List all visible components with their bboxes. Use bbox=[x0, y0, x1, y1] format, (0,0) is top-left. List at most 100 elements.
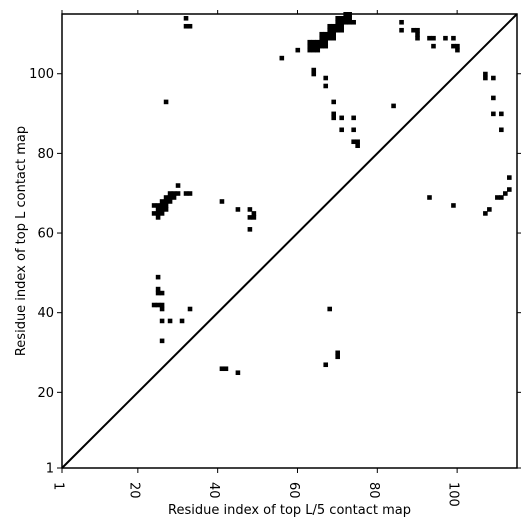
contact-point bbox=[223, 366, 229, 372]
diagonal-line bbox=[61, 13, 518, 469]
contact-point bbox=[323, 31, 329, 37]
contact-point bbox=[335, 23, 340, 29]
contact-point bbox=[411, 27, 416, 33]
contact-point bbox=[335, 15, 340, 21]
contact-point bbox=[507, 175, 512, 180]
contact-point bbox=[159, 211, 165, 216]
contact-point bbox=[347, 19, 352, 25]
contact-point bbox=[279, 55, 285, 61]
contact-point bbox=[499, 111, 504, 117]
contact-point bbox=[155, 286, 161, 292]
contact-point bbox=[235, 370, 241, 376]
contact-point bbox=[427, 35, 432, 41]
y-axis-label: Residue index of top L contact map bbox=[14, 126, 29, 356]
contact-point bbox=[159, 338, 165, 344]
contact-point bbox=[167, 199, 173, 204]
contact-point bbox=[159, 199, 165, 204]
contact-point bbox=[319, 43, 325, 49]
contact-point bbox=[335, 350, 340, 356]
contact-point bbox=[415, 27, 420, 33]
contact-point bbox=[351, 115, 356, 121]
contact-point bbox=[507, 187, 512, 192]
contact-point bbox=[219, 366, 225, 372]
plot-frame bbox=[61, 13, 518, 469]
contact-point bbox=[451, 35, 456, 41]
contact-point bbox=[155, 274, 161, 280]
contact-point bbox=[499, 195, 504, 200]
contact-point bbox=[311, 67, 317, 73]
contact-point bbox=[399, 27, 404, 33]
contact-point bbox=[323, 39, 329, 45]
contact-point bbox=[483, 211, 488, 216]
contact-point bbox=[319, 31, 325, 37]
contact-point bbox=[155, 215, 161, 220]
contact-point bbox=[499, 127, 504, 133]
contact-point bbox=[331, 111, 336, 117]
contact-point bbox=[327, 23, 333, 29]
contact-point bbox=[167, 195, 173, 200]
contact-point bbox=[455, 43, 460, 49]
contact-point bbox=[315, 47, 321, 53]
contact-point bbox=[455, 47, 460, 53]
contact-point bbox=[335, 19, 340, 25]
contact-point bbox=[171, 191, 177, 196]
contact-point bbox=[451, 43, 456, 49]
contact-point bbox=[183, 23, 189, 29]
y-tick-label: 1 bbox=[46, 462, 54, 477]
contact-point bbox=[187, 23, 193, 29]
plot-area bbox=[61, 12, 518, 469]
contact-point bbox=[159, 207, 165, 212]
contact-point bbox=[331, 35, 336, 41]
contact-point bbox=[315, 39, 321, 45]
contact-point bbox=[483, 75, 488, 81]
contact-point bbox=[503, 191, 508, 196]
y-axis: 1 20 40 60 80 100 bbox=[29, 67, 521, 477]
contact-point bbox=[163, 207, 169, 212]
contact-point bbox=[155, 207, 161, 212]
contact-point bbox=[351, 139, 356, 145]
contact-point bbox=[307, 39, 313, 45]
contact-point bbox=[339, 15, 344, 21]
contact-point bbox=[163, 199, 169, 204]
contact-point bbox=[323, 43, 329, 49]
contact-point bbox=[155, 211, 161, 216]
contact-point bbox=[443, 35, 448, 41]
contact-point bbox=[399, 19, 404, 25]
contact-point bbox=[251, 211, 257, 216]
contact-point bbox=[327, 27, 333, 33]
y-tick-label: 100 bbox=[29, 67, 54, 82]
contact-point bbox=[451, 203, 456, 208]
contact-point bbox=[355, 143, 360, 149]
contact-point bbox=[187, 306, 193, 312]
contact-point bbox=[343, 15, 348, 21]
contact-point bbox=[319, 39, 325, 45]
contact-point bbox=[247, 207, 253, 212]
contact-point bbox=[315, 43, 321, 49]
contact-point bbox=[339, 115, 344, 121]
contact-point bbox=[311, 43, 317, 49]
contact-point bbox=[307, 43, 313, 49]
contact-point bbox=[323, 75, 329, 81]
contact-point bbox=[339, 23, 344, 29]
contact-point bbox=[491, 75, 496, 81]
contact-point bbox=[155, 302, 161, 308]
contact-point bbox=[163, 99, 169, 105]
x-tick-label: 1 bbox=[51, 482, 66, 490]
contact-point bbox=[431, 35, 436, 41]
contact-point bbox=[339, 127, 344, 133]
contact-point bbox=[163, 195, 169, 200]
x-tick-label: 40 bbox=[206, 482, 221, 499]
contact-point bbox=[331, 99, 336, 105]
contact-point bbox=[167, 318, 173, 324]
contact-point bbox=[347, 15, 352, 21]
contact-point bbox=[151, 211, 157, 216]
contact-point bbox=[483, 71, 488, 77]
contact-point bbox=[427, 195, 432, 200]
contact-point bbox=[415, 35, 420, 41]
contact-point bbox=[219, 199, 225, 204]
x-tick-label: 100 bbox=[446, 482, 461, 507]
contact-point bbox=[311, 71, 317, 77]
contact-point bbox=[331, 23, 336, 29]
contact-point bbox=[155, 290, 161, 296]
